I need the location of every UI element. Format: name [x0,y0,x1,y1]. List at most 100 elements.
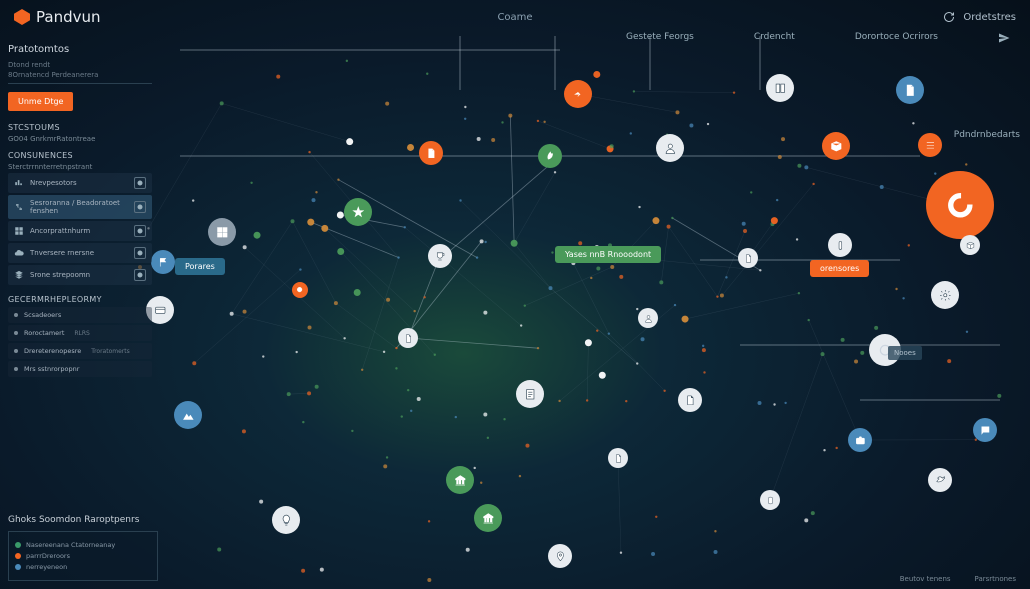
sidebar-item2-0[interactable]: Scsadeoers [8,307,152,323]
graph-node-can[interactable] [760,490,780,510]
sidebar-item2-3[interactable]: Mrs sstnrorpopnr [8,361,152,377]
graph-node-mount[interactable] [174,401,202,429]
graph-node-lines[interactable] [918,133,942,157]
graph-node-msg[interactable] [973,418,997,442]
mount-icon [182,409,195,422]
legend-item-label: nerreyeneon [26,563,67,571]
graph-node-camera[interactable] [848,428,872,452]
legend-dot-icon [15,564,21,570]
primary-button[interactable]: Unme Dtge [8,92,73,111]
sidebar-item-badge-icon [134,269,146,281]
pin-icon [555,551,566,562]
sidebar-items: NrevpesotorsSesroranna / Beadoratoet fen… [8,173,152,285]
lines-icon [925,140,936,151]
grid-icon [14,226,24,236]
graph-pill-2[interactable]: Porares [175,258,225,275]
bulb-icon [280,514,293,527]
graph-node-dot[interactable] [292,282,308,298]
graph-node-person[interactable] [656,134,684,162]
sidebar-sub2: 8Ornatencd Perdeanerera [8,71,152,79]
graph-node-cup[interactable] [428,244,452,268]
book-icon [774,82,787,95]
graph-node-box[interactable] [822,132,850,160]
header-right[interactable]: Ordetstres [943,11,1016,23]
graph-node-gear[interactable] [931,281,959,309]
graph-node-doc[interactable] [419,141,443,165]
legend-dot-icon [15,553,21,559]
graph-node-doc[interactable] [398,328,418,348]
sidebar-item2-1[interactable]: Roroctamert RLRS [8,325,152,341]
msg-icon [980,425,991,436]
sidebar-item-4[interactable]: Srone strepoomn [8,265,152,285]
tube-icon [835,240,846,251]
refresh-icon [943,11,955,23]
legend-item-0: Nasereenana Ctatorneanay [15,541,151,549]
sidebar-items-2: Scsadeoers Roroctamert RLRS Drereterenopesr… [8,307,152,377]
logo[interactable]: Pandvun [14,8,100,26]
sidebar-item-badge-icon [134,177,146,189]
sidebar-item-badge-icon [134,225,146,237]
legend-box: Nasereenana CtatorneanayparrrDreroorsner… [8,531,158,581]
sidebar-title: Pratotomtos [8,44,152,55]
logo-mark-icon [14,9,30,25]
graph-pill-1[interactable]: orensores [810,260,869,277]
sidebar-item2-2[interactable]: DrereterenopesreTroratomerts [8,343,152,359]
sidebar-item-badge-icon [134,247,146,259]
nodes [138,60,1001,582]
graph-node-doc[interactable] [678,388,702,412]
bank-icon [482,512,495,525]
graph-node-swirl[interactable] [926,171,994,239]
sidebar-item-3[interactable]: Tnversere rnersne [8,243,152,263]
graph-node-bird[interactable] [928,468,952,492]
arrow-icon [572,88,585,101]
brand-name: Pandvun [36,8,100,26]
top-label-1[interactable]: Crdencht [754,32,795,44]
sidebar-item-2[interactable]: Ancorprattnhurm [8,221,152,241]
dot-icon [14,367,18,371]
doc-icon [426,148,437,159]
graph-node-star[interactable] [344,198,372,226]
sidebar-item2-label: Roroctamert [24,329,64,337]
person-icon [644,314,653,323]
sidebar-item-0[interactable]: Nrevpesotors [8,173,152,193]
camera-icon [855,435,866,446]
graph-node-grid[interactable] [208,218,236,246]
box-icon [830,140,843,153]
top-labels: Gestete Feorgs Crdencht Dorortoce Ocriro… [626,32,1010,44]
graph-node-doc[interactable] [738,248,758,268]
top-label-0[interactable]: Gestete Feorgs [626,32,694,44]
legend-title: Ghoks Soomdon Raroptpenrs [8,515,158,525]
graph-node-doc[interactable] [896,76,924,104]
graph-chip-0[interactable]: Nooes [888,346,922,360]
swirl-icon [945,190,976,221]
graph-node-book[interactable] [766,74,794,102]
doc-icon [404,334,413,343]
gear-icon [939,289,952,302]
graph-node-note[interactable] [516,380,544,408]
section1-text: GO04 GnrkmrRatontreae [8,135,152,143]
graph-node-bank[interactable] [474,504,502,532]
graph-pill-0[interactable]: Yases nnB Rnooodont [555,246,661,263]
graph-node-tube[interactable] [828,233,852,257]
legend-item-label: Nasereenana Ctatorneanay [26,541,115,549]
dot-icon [296,286,303,293]
send-icon[interactable] [998,32,1010,44]
edges [149,91,976,552]
sidebar-item-1[interactable]: Sesroranna / Beadoratoet fenshen [8,195,152,219]
graph-node-bank[interactable] [446,466,474,494]
graph-node-person[interactable] [638,308,658,328]
dot-icon [14,313,18,317]
top-label-2[interactable]: Dorortoce Ocrirors [855,32,938,44]
graph-node-arrow[interactable] [564,80,592,108]
sidebar-item2-tag: RLRS [74,330,90,337]
section2-text: Sterctrrnnterretnpstrant [8,163,152,171]
box-icon [966,241,975,250]
graph-node-bulb[interactable] [272,506,300,534]
legend: Ghoks Soomdon Raroptpenrs Nasereenana Ct… [8,515,158,581]
doc-icon [614,454,623,463]
graph-node-box[interactable] [960,235,980,255]
graph-node-doc[interactable] [608,448,628,468]
doc-icon [904,84,917,97]
graph-node-leaf[interactable] [538,144,562,168]
graph-node-pin[interactable] [548,544,572,568]
